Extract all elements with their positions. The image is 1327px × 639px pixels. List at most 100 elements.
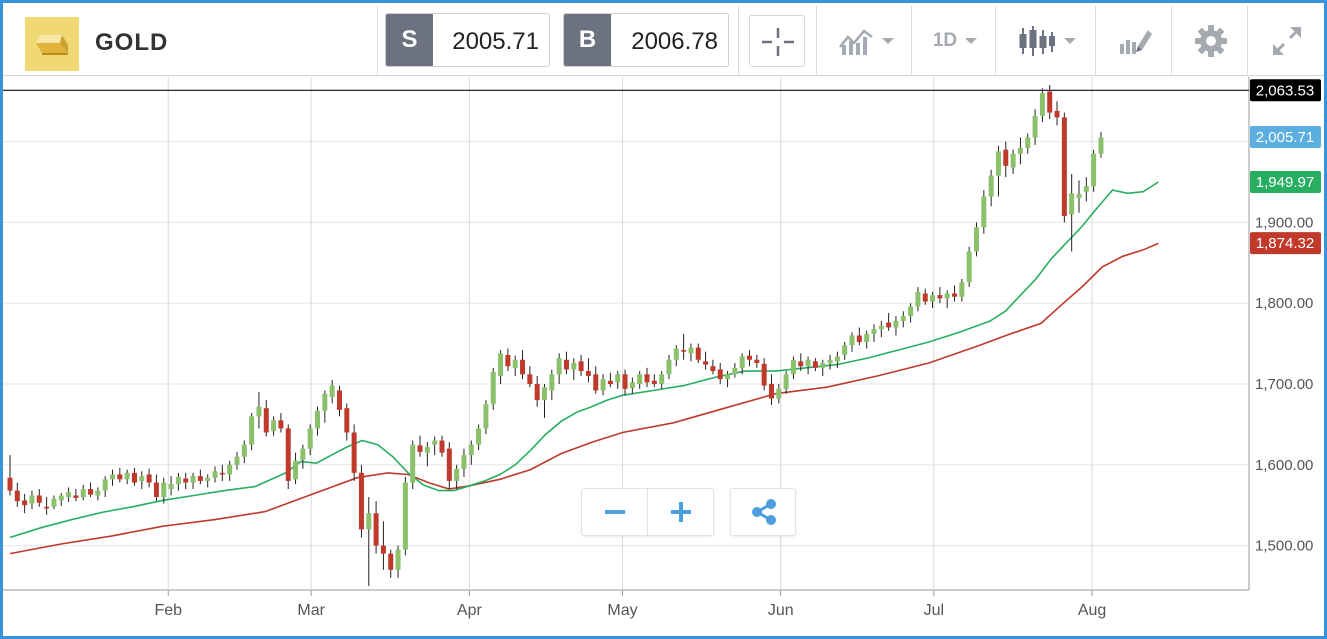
candle-bearish <box>886 322 892 328</box>
candle-bullish <box>820 362 826 368</box>
candle-bullish <box>659 374 665 384</box>
candle-bearish <box>505 354 511 367</box>
candle-bullish <box>483 404 489 429</box>
buy-button[interactable]: B 2006.78 <box>563 13 729 67</box>
candle-bearish <box>146 474 152 483</box>
toolbar-divider <box>911 6 912 76</box>
candle-bullish <box>908 306 914 317</box>
zoom-out-button[interactable] <box>582 489 647 535</box>
x-tick-label: Mar <box>297 602 325 619</box>
symbol-title: GOLD <box>95 29 169 56</box>
chevron-down-icon <box>1064 38 1076 44</box>
share-icon <box>751 499 776 525</box>
candle-bullish <box>834 356 840 362</box>
candle-bullish <box>432 440 438 445</box>
buy-label: B <box>564 14 611 66</box>
candle-bearish <box>131 472 137 483</box>
candle-bearish <box>388 553 394 570</box>
candle-bearish <box>563 359 569 370</box>
candle-bullish <box>66 492 72 498</box>
ma-fast-price-label: 1,949.97 <box>1256 174 1314 191</box>
candle-bearish <box>263 408 269 433</box>
share-button[interactable] <box>731 489 796 535</box>
toolbar-divider <box>377 6 378 76</box>
candle-bullish <box>725 374 731 380</box>
candle-bearish <box>768 383 774 399</box>
candle-bullish <box>973 227 979 252</box>
candle-bullish <box>739 356 745 368</box>
candle-bullish <box>1039 93 1045 116</box>
candle-bearish <box>703 361 709 365</box>
candle-bearish <box>153 482 159 498</box>
sell-button[interactable]: S 2005.71 <box>385 13 550 67</box>
candle-bullish <box>402 482 408 550</box>
zoom-in-button[interactable] <box>648 489 713 535</box>
moving-average-slow-line <box>9 242 1159 555</box>
candle-bullish <box>454 468 460 481</box>
share-control <box>730 488 796 536</box>
chart-type-button[interactable] <box>999 6 1095 76</box>
candle-bullish <box>893 320 899 328</box>
candle-bearish <box>1061 117 1067 216</box>
sell-label: S <box>386 14 433 66</box>
candle-bullish <box>95 490 101 496</box>
candle-bearish <box>439 440 445 453</box>
candle-bullish <box>51 498 57 507</box>
candle-bullish <box>139 476 145 481</box>
candle-bearish <box>1054 110 1060 118</box>
candle-bullish <box>637 374 643 384</box>
candle-bearish <box>417 445 423 452</box>
candle-bullish <box>615 374 621 383</box>
candle-bullish <box>190 476 196 483</box>
drawing-tools-icon <box>1120 30 1152 54</box>
candle-bullish <box>915 291 921 307</box>
candle-bearish <box>183 478 189 483</box>
candle-bullish <box>307 428 313 449</box>
candle-bullish <box>944 293 950 299</box>
drawing-tools-button[interactable] <box>1099 6 1171 76</box>
x-tick-label: Apr <box>457 602 483 619</box>
crosshair-button[interactable] <box>749 15 805 67</box>
candle-bullish <box>542 387 548 401</box>
x-tick-label: Jul <box>924 602 944 619</box>
timeframe-select[interactable]: 1D <box>915 6 995 76</box>
candle-bearish <box>197 476 203 481</box>
candle-bearish <box>952 293 958 297</box>
candle-bullish <box>673 348 679 360</box>
candle-bullish <box>1025 137 1031 149</box>
candle-bullish <box>688 347 694 354</box>
candle-bullish <box>498 353 504 376</box>
candle-bullish <box>234 456 240 465</box>
candle-bullish <box>271 420 277 431</box>
indicators-button[interactable] <box>821 6 911 76</box>
fullscreen-button[interactable] <box>1251 6 1323 76</box>
candle-bullish <box>1083 186 1089 192</box>
candle-bullish <box>490 371 496 405</box>
candle-bearish <box>358 472 364 530</box>
candle-bearish <box>73 495 79 498</box>
zoom-controls <box>581 488 714 536</box>
indicators-icon <box>839 29 873 55</box>
candle-bullish <box>329 385 335 397</box>
candle-bullish <box>805 359 811 367</box>
candle-bullish <box>966 251 972 283</box>
y-tick-label: 1,600.00 <box>1255 457 1313 474</box>
price-chart[interactable]: 1,500.00 1,600.00 1,700.00 1,800.00 1,900.00… <box>3 77 1324 636</box>
chevron-down-icon <box>882 38 894 44</box>
candle-bearish <box>717 369 723 380</box>
candle-bullish <box>981 196 987 228</box>
candle-bullish <box>175 476 181 485</box>
candle-bearish <box>278 420 284 429</box>
x-tick-label: May <box>607 602 637 619</box>
candle-bearish <box>446 448 452 481</box>
gear-icon <box>1195 25 1227 57</box>
candle-bearish <box>534 383 540 401</box>
candle-bullish <box>102 479 108 491</box>
candle-bullish <box>864 333 870 342</box>
candle-bullish <box>205 477 211 481</box>
candle-bearish <box>7 477 13 491</box>
control-divider <box>647 489 648 535</box>
candle-bearish <box>336 390 342 410</box>
settings-button[interactable] <box>1175 6 1247 76</box>
candle-bullish <box>241 444 247 457</box>
